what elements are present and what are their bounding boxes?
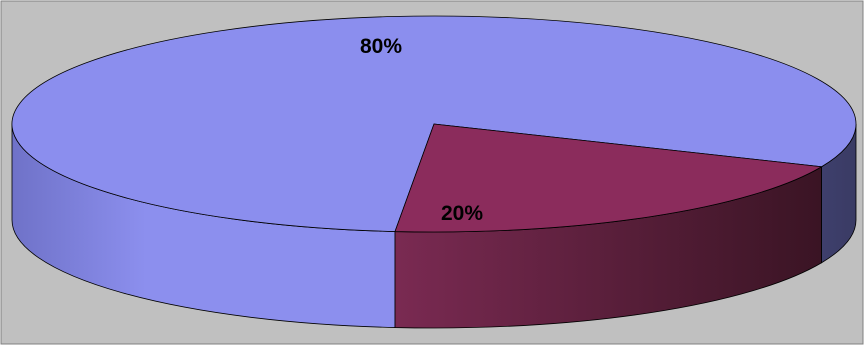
pie-slice-1 (394, 123, 823, 233)
data-label-slice-1: 20% (441, 202, 483, 225)
pie-tops (11, 15, 857, 233)
data-label-slice-0: 80% (360, 35, 402, 58)
pie-sides (11, 123, 857, 329)
data-labels: 80% 20% (360, 35, 483, 225)
